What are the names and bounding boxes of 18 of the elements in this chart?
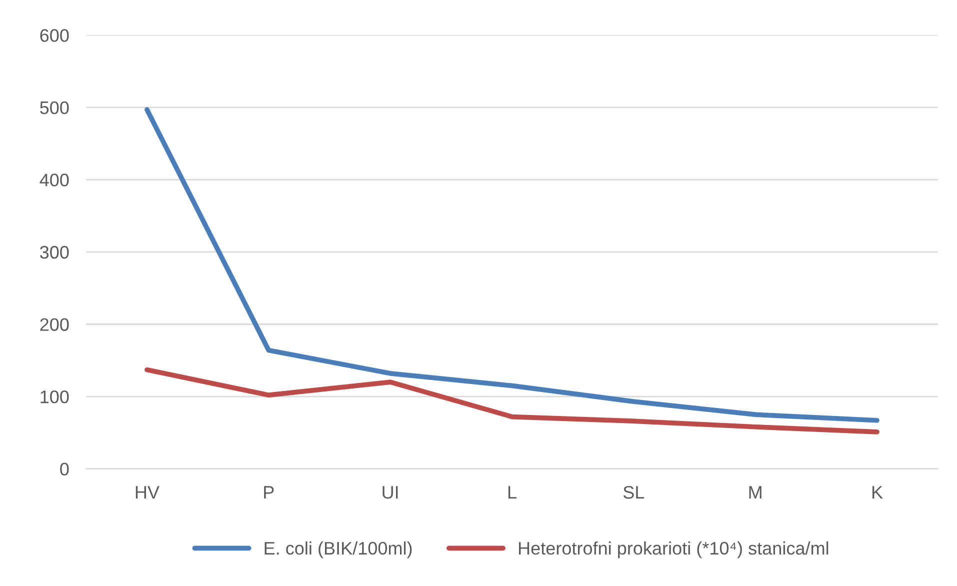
- y-tick-label: 0: [60, 462, 69, 476]
- x-tick-label: L: [508, 486, 516, 499]
- legend-label: E. coli (BIK/100ml): [264, 541, 412, 558]
- line-series: [144, 367, 880, 434]
- x-tick-label: K: [872, 486, 883, 499]
- legend-label: Heterotrofni prokarioti (*10⁴) stanica/ml: [518, 541, 828, 558]
- y-tick-label: 400: [40, 174, 69, 186]
- x-tick-label: HV: [136, 486, 160, 499]
- x-tick-label: M: [749, 486, 762, 499]
- y-tick-label: 100: [40, 390, 69, 404]
- y-tick-label: 500: [40, 101, 69, 114]
- y-tick-label: 300: [40, 246, 69, 259]
- y-tick-label: 600: [40, 29, 69, 42]
- x-tick-label: P: [264, 486, 274, 499]
- y-tick-label: 200: [40, 318, 69, 331]
- line-series: [144, 107, 880, 423]
- x-tick-label: UI: [382, 486, 398, 499]
- x-tick-label: SL: [623, 486, 644, 499]
